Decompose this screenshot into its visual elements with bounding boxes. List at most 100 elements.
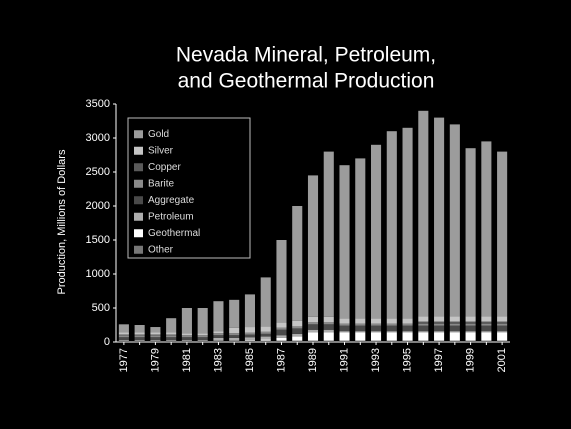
- bar-segment: [244, 340, 256, 342]
- bar-segment: [449, 316, 460, 322]
- bar-segment: [323, 332, 334, 341]
- bar-segment: [307, 332, 319, 341]
- bar-segment: [323, 316, 334, 323]
- bar-segment: [434, 316, 445, 322]
- bar-segment: [370, 323, 382, 326]
- legend-label: Geothermal: [148, 228, 200, 239]
- x-tick-label: 1983: [212, 348, 224, 372]
- bar-segment: [292, 333, 303, 337]
- bar-segment: [213, 333, 224, 336]
- bar-segment: [166, 332, 177, 335]
- legend-swatch: [134, 146, 143, 155]
- bar-segment: [118, 339, 129, 341]
- bar-segment: [418, 331, 429, 333]
- x-tick-label: 1985: [244, 348, 256, 372]
- bar-segment: [260, 331, 271, 334]
- legend-swatch: [134, 212, 143, 221]
- bar-segment: [166, 334, 177, 336]
- bar-segment: [134, 325, 145, 333]
- legend-swatch: [134, 179, 143, 188]
- bar-segment: [370, 144, 382, 319]
- bar-segment: [292, 206, 303, 321]
- bar-segment: [434, 323, 445, 326]
- bar-segment: [292, 320, 303, 327]
- bar-segment: [134, 340, 145, 342]
- bar-segment: [497, 316, 508, 322]
- bar-segment: [150, 334, 161, 336]
- bar-segment: [166, 339, 177, 341]
- bar-segment: [307, 329, 319, 333]
- legend-swatch: [134, 130, 143, 139]
- bar-segment: [150, 340, 161, 342]
- bar-segment: [465, 148, 476, 317]
- x-tick-label: 1999: [465, 348, 477, 372]
- bar-segment: [386, 318, 397, 324]
- bar-segment: [434, 321, 445, 324]
- bar-segment: [166, 335, 177, 338]
- bar-segment: [449, 331, 460, 333]
- bar-segment: [323, 324, 334, 330]
- bar-segment: [276, 337, 287, 341]
- bar-segment: [307, 340, 319, 342]
- bar-segment: [465, 321, 476, 324]
- bar-segment: [418, 340, 429, 342]
- bar-segment: [465, 316, 476, 322]
- bar-segment: [355, 158, 366, 319]
- bar-segment: [402, 332, 413, 341]
- y-axis-label: Production, Millions of Dollars: [56, 149, 68, 294]
- bar-segment: [355, 325, 366, 332]
- bar-segment: [260, 333, 271, 337]
- y-tick-label: 500: [92, 302, 110, 314]
- bar-segment: [197, 339, 208, 341]
- bar-segment: [181, 308, 192, 334]
- legend-label: Petroleum: [148, 211, 194, 222]
- bar-segment: [355, 318, 366, 324]
- bar-segment: [402, 325, 413, 332]
- bar-segment: [118, 337, 129, 340]
- bar-segment: [118, 340, 129, 342]
- bar-segment: [244, 339, 256, 341]
- bar-segment: [339, 318, 350, 324]
- bar-segment: [134, 335, 145, 338]
- bar-segment: [244, 332, 256, 335]
- bar-segment: [118, 332, 129, 335]
- bar-segment: [402, 340, 413, 342]
- bar-segment: [276, 340, 287, 342]
- bar-segment: [434, 332, 445, 341]
- bar-segment: [150, 327, 161, 333]
- bar-segment: [370, 318, 382, 324]
- bar-segment: [434, 340, 445, 342]
- bar-segment: [370, 332, 382, 341]
- bar-segment: [307, 322, 319, 325]
- legend-label: Silver: [148, 145, 174, 156]
- bar-segment: [260, 277, 271, 327]
- bar-segment: [166, 337, 177, 340]
- bar-segment: [244, 334, 256, 338]
- x-tick-label: 1993: [370, 348, 382, 372]
- bar-segment: [386, 340, 397, 342]
- bar-segment: [449, 332, 460, 341]
- bar-segment: [260, 326, 271, 332]
- bar-segment: [276, 322, 287, 328]
- bar-segment: [307, 316, 319, 323]
- bar-segment: [434, 325, 445, 332]
- bar-segment: [244, 337, 256, 340]
- bar-segment: [292, 328, 303, 334]
- y-tick-label: 1000: [86, 268, 110, 280]
- x-tick-label: 1989: [307, 348, 319, 372]
- bar-segment: [402, 318, 413, 324]
- bar-segment: [339, 332, 350, 341]
- bar-segment: [197, 308, 208, 334]
- bar-segment: [497, 340, 508, 342]
- bar-segment: [276, 240, 287, 323]
- x-tick-label: 2001: [496, 348, 508, 372]
- bar-segment: [134, 332, 145, 335]
- bar-segment: [481, 323, 492, 326]
- bar-segment: [118, 334, 129, 336]
- bar-segment: [355, 323, 366, 326]
- bar-segment: [497, 325, 508, 332]
- bar-segment: [481, 316, 492, 322]
- bar-segment: [213, 331, 224, 334]
- bar-segment: [355, 331, 366, 333]
